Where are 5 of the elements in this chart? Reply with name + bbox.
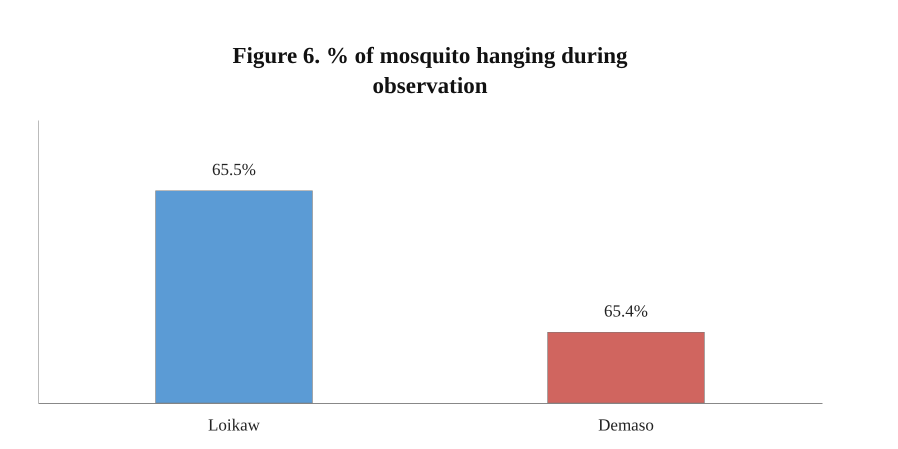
data-label: 65.5%	[212, 160, 256, 179]
x-tick-label: Loikaw	[208, 416, 261, 434]
chart-title: Figure 6. % of mosquito hanging during observation	[232, 43, 628, 98]
x-tick-label: Demaso	[598, 416, 654, 434]
data-label: 65.4%	[604, 301, 648, 320]
